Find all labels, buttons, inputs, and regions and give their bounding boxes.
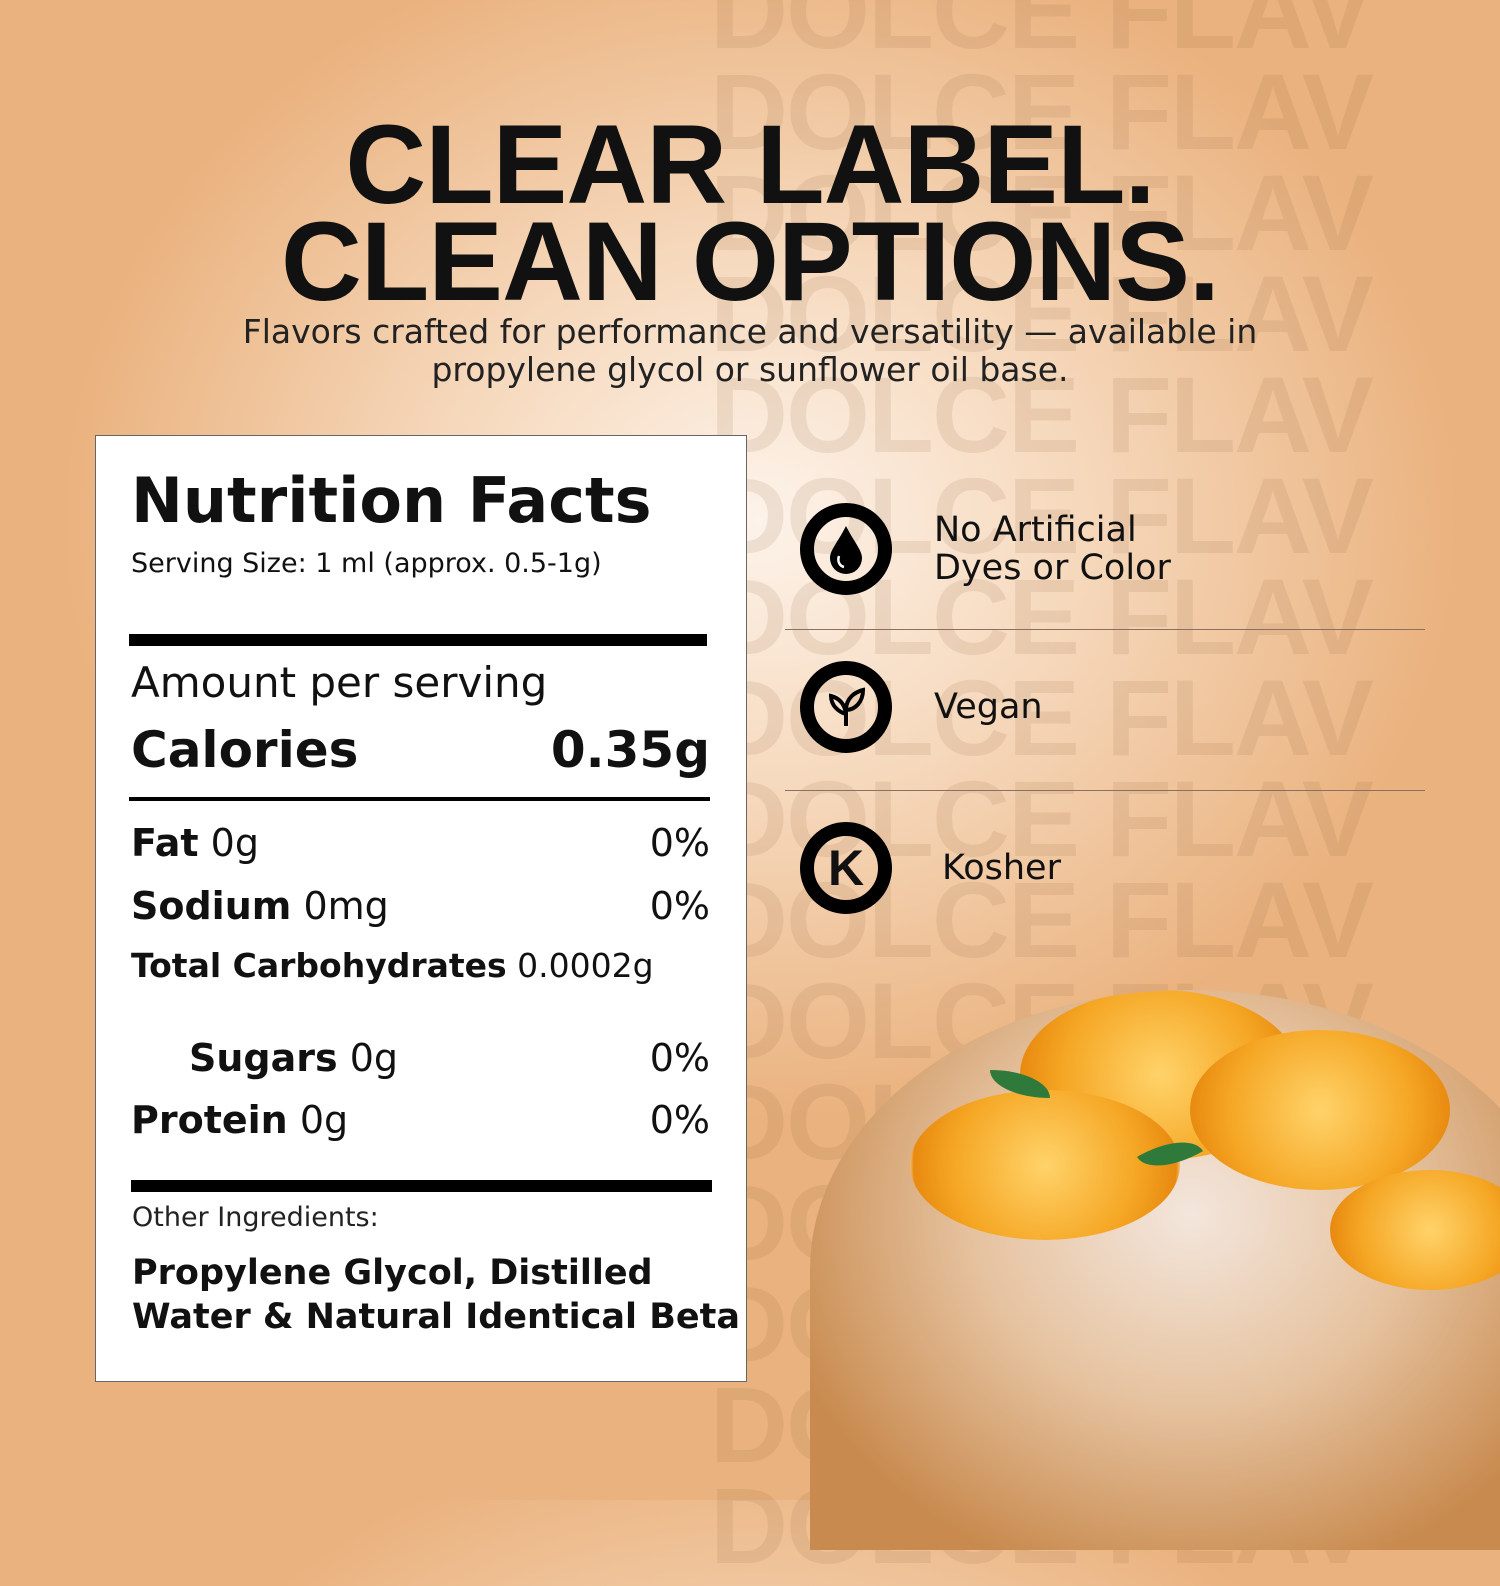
feature-label: No Artificial <box>934 510 1137 550</box>
watermark-line: DOLCE FLAV <box>710 354 1374 475</box>
amount-per-serving: Amount per serving <box>131 658 710 707</box>
nutrient-amount: 0mg <box>303 884 389 928</box>
watermark-line: DOLCE FLAV <box>710 253 1374 374</box>
ingredients-list: Propylene Glycol, Distilled Water & Natu… <box>132 1251 740 1339</box>
nutrition-title: Nutrition Facts <box>131 464 652 537</box>
daily-value: 0% <box>649 821 710 865</box>
nutrient-amount: 0g <box>349 1036 399 1080</box>
headline-line-2: CLEAN OPTIONS. <box>280 199 1220 324</box>
nutrient-label: Fat <box>131 821 199 865</box>
nutrient-label: Sodium <box>131 884 292 928</box>
nutrient-row-sugars: Sugars 0g 0% <box>189 1036 710 1080</box>
nutrient-amount: 0.0002g <box>517 946 654 985</box>
nutrient-row-carbs: Total Carbohydrates 0.0002g <box>131 946 710 985</box>
watermark-line: DOLCE FLAV <box>710 51 1374 172</box>
divider <box>785 790 1425 791</box>
nutrient-label: Sugars <box>189 1036 338 1080</box>
feature-label: Dyes or Color <box>934 548 1171 588</box>
nutrition-facts-panel: Nutrition Facts Serving Size: 1 ml (appr… <box>95 435 747 1382</box>
orange-cake-photo <box>810 990 1500 1550</box>
divider <box>129 797 710 801</box>
orange-slice <box>1330 1170 1500 1290</box>
headline-line-1: CLEAR LABEL. <box>345 102 1155 227</box>
nutrient-label: Protein <box>131 1098 288 1142</box>
nutrient-row-fat: Fat 0g 0% <box>131 821 710 865</box>
kosher-k-icon: K <box>800 822 892 914</box>
leaf-icon <box>800 661 892 753</box>
feature-vegan: Vegan <box>800 661 1043 753</box>
thick-divider <box>129 634 707 646</box>
ingredients-line-1: Propylene Glycol, Distilled <box>132 1253 653 1293</box>
nutrient-label: Total Carbohydrates <box>131 946 507 985</box>
feature-no-artificial-dyes: No Artificial Dyes or Color <box>800 503 1171 595</box>
thick-divider <box>131 1180 712 1192</box>
feature-label: Kosher <box>942 848 1061 888</box>
calories-row: Calories 0.35g <box>131 721 710 779</box>
subtitle-line-1: Flavors crafted for performance and vers… <box>242 312 1258 351</box>
orange-slice <box>910 1090 1180 1240</box>
nutrient-row-sodium: Sodium 0mg 0% <box>131 884 710 928</box>
watermark-line: DOLCE FLAV <box>710 152 1374 273</box>
feature-label: Vegan <box>934 687 1043 727</box>
daily-value: 0% <box>649 1036 710 1080</box>
nutrient-row-protein: Protein 0g 0% <box>131 1098 710 1142</box>
subtitle: Flavors crafted for performance and vers… <box>0 313 1500 389</box>
watermark-line: DOLCE FLAV <box>710 0 1374 71</box>
drop-icon <box>800 503 892 595</box>
nutrient-amount: 0g <box>210 821 259 865</box>
amount-label: Amount per serving <box>131 658 548 707</box>
daily-value: 0% <box>649 884 710 928</box>
calories-label: Calories <box>131 721 359 779</box>
orange-slice <box>1190 1030 1450 1190</box>
calories-value: 0.35g <box>550 721 710 779</box>
subtitle-line-2: propylene glycol or sunflower oil base. <box>431 350 1069 389</box>
other-ingredients-label: Other Ingredients: <box>132 1202 379 1233</box>
nutrient-amount: 0g <box>299 1098 349 1142</box>
ingredients-line-2: Water & Natural Identical Beta <box>132 1297 740 1337</box>
feature-kosher: K Kosher <box>800 822 1061 914</box>
serving-size: Serving Size: 1 ml (approx. 0.5-1g) <box>131 548 602 579</box>
divider <box>785 629 1425 630</box>
daily-value: 0% <box>649 1098 710 1142</box>
